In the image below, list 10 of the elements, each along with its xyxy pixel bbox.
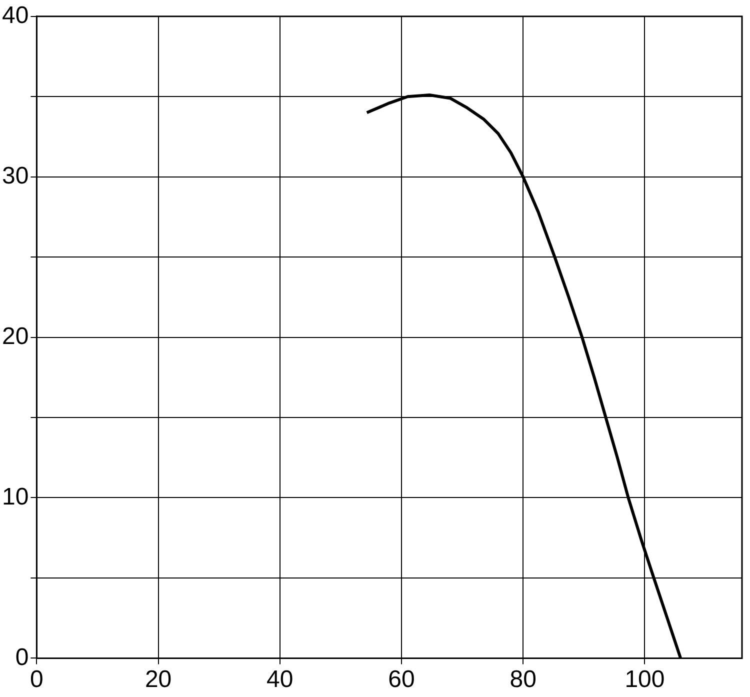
y-tick-label: 10 [2,483,29,510]
x-tick-label: 80 [510,666,536,694]
x-tick-label: 60 [388,666,415,694]
x-tick-label: 20 [144,666,172,694]
y-tick-label: 40 [2,2,29,30]
y-tick-label: 30 [2,162,29,190]
x-tick-label: 40 [266,666,294,694]
x-tick-label: 100 [624,666,665,694]
y-tick-label: 0 [15,644,29,671]
y-tick-label: 20 [2,322,29,350]
